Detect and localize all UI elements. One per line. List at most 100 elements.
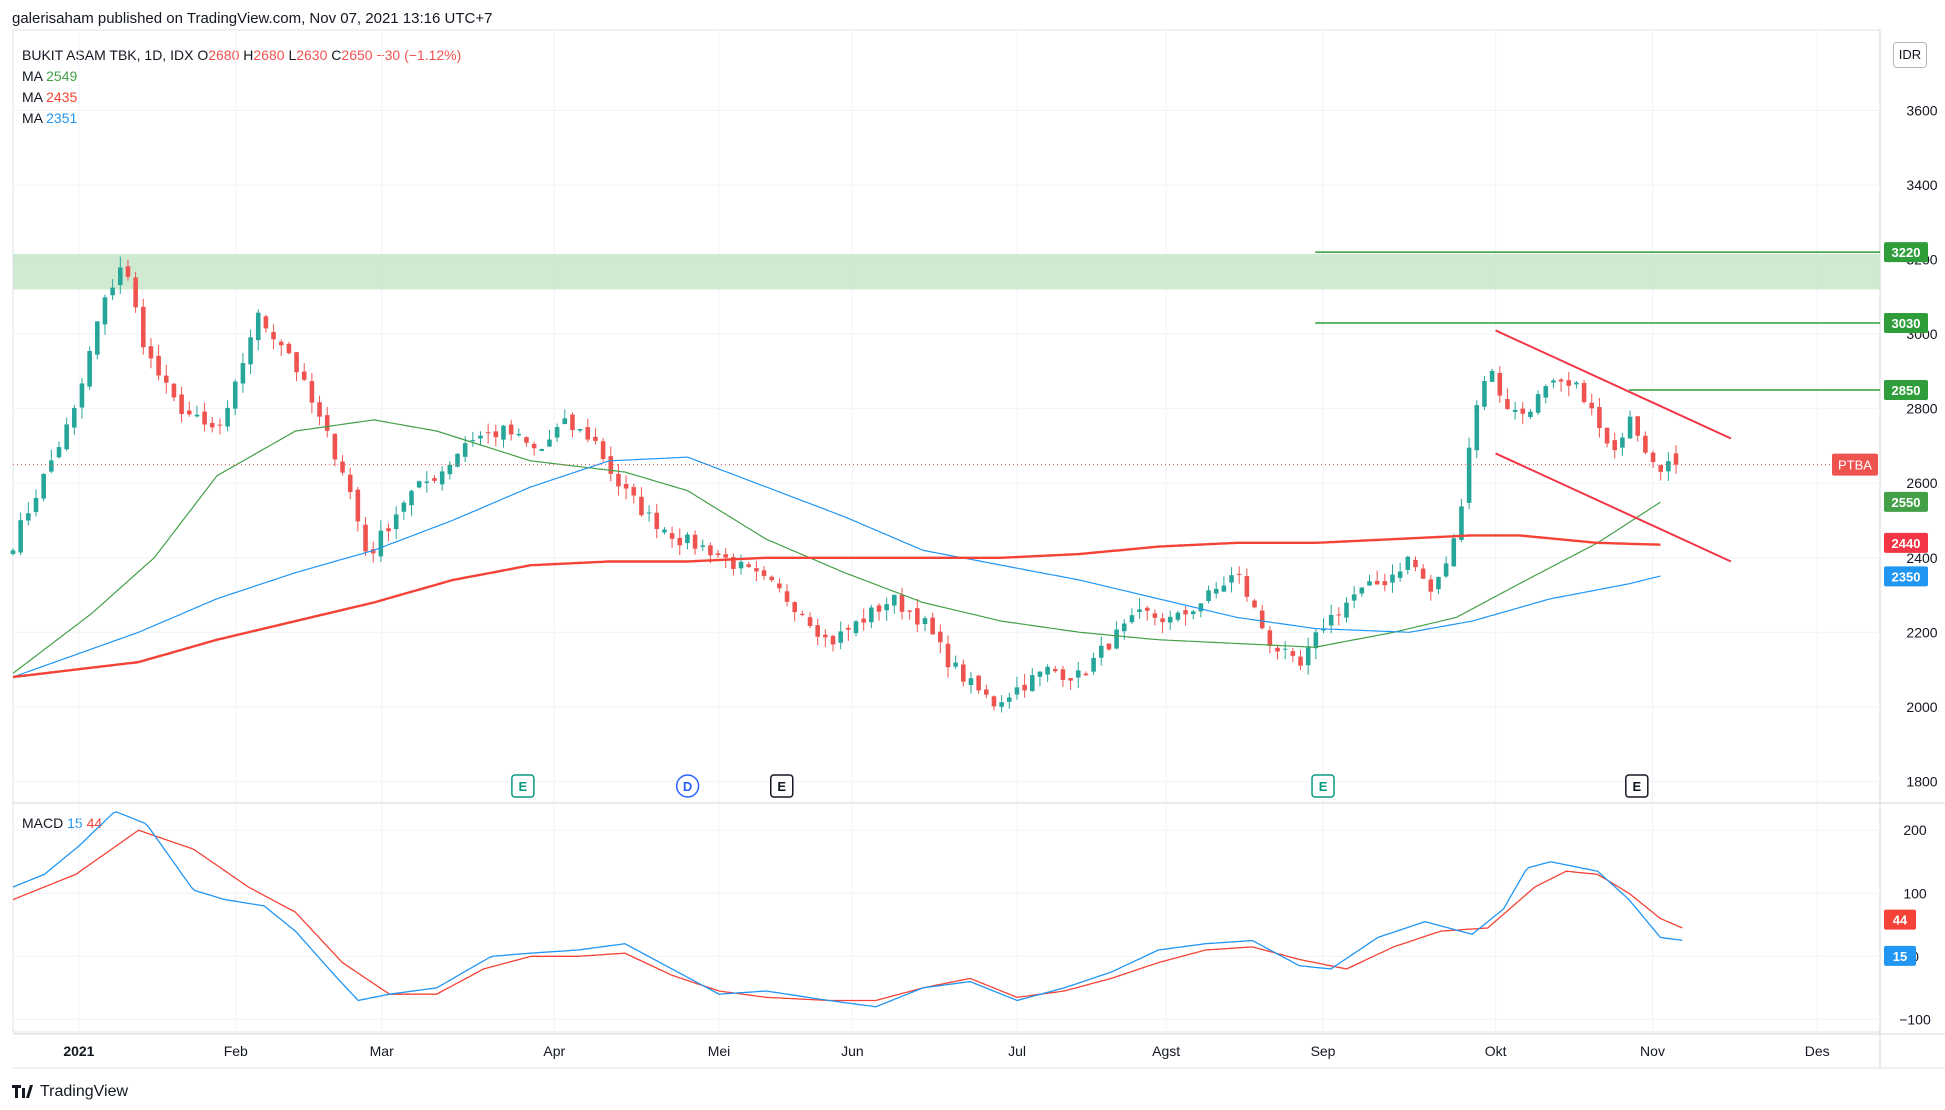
- candle-body: [10, 550, 16, 555]
- time-tick-label: Okt: [1485, 1043, 1507, 1059]
- candle-body: [439, 471, 445, 485]
- candle-body: [1666, 461, 1671, 472]
- candle-body: [1443, 563, 1449, 577]
- candle-body: [754, 568, 759, 572]
- channel-lower-line: [1495, 452, 1732, 563]
- candle-body: [830, 635, 836, 645]
- candle-body: [938, 631, 943, 643]
- price-chart[interactable]: 1800200022002400260028003000320034003600…: [0, 0, 1945, 1080]
- candle-body: [1275, 647, 1280, 652]
- event-marker-box: [1311, 774, 1335, 798]
- candle: [884, 597, 889, 621]
- ma-green-line: [12, 419, 1661, 674]
- candle-body: [838, 631, 843, 643]
- candle-body: [685, 534, 690, 544]
- close-value: 2650: [341, 47, 373, 63]
- candle: [1620, 432, 1625, 457]
- candle: [1267, 626, 1273, 654]
- candle-body: [271, 331, 276, 340]
- candle-body: [761, 570, 767, 576]
- plot-frame: [12, 29, 1881, 1033]
- candle-body: [807, 617, 813, 626]
- time-tick-label: Sep: [1311, 1043, 1336, 1059]
- candle: [1359, 587, 1365, 597]
- candle: [87, 346, 92, 391]
- candle-body: [202, 411, 207, 425]
- candle-body: [1160, 618, 1165, 623]
- time-tick-label: Agst: [1152, 1043, 1180, 1059]
- candle-body: [700, 545, 706, 547]
- price-tag-bg: [1884, 242, 1928, 263]
- price-tag-bg: [1884, 491, 1928, 512]
- candle: [72, 404, 77, 435]
- candle: [524, 436, 529, 447]
- candle-body: [1106, 643, 1112, 650]
- time-tick-label: Jun: [841, 1043, 864, 1059]
- candle-body: [1267, 630, 1273, 646]
- candle-body: [984, 689, 989, 695]
- candle-body: [1083, 673, 1089, 676]
- candle-body: [72, 407, 77, 428]
- candle-body: [401, 502, 407, 512]
- candle-body: [355, 489, 361, 522]
- candle-body: [991, 696, 997, 707]
- currency-button[interactable]: IDR: [1893, 42, 1927, 68]
- candle-body: [240, 363, 246, 384]
- tradingview-footer[interactable]: TradingView: [12, 1083, 128, 1101]
- candle-body: [715, 553, 721, 556]
- candle-body: [217, 424, 223, 426]
- candle-body: [248, 337, 253, 365]
- candle-body: [723, 554, 729, 558]
- candle: [1321, 618, 1326, 634]
- candle: [10, 548, 16, 556]
- candle-body: [148, 346, 154, 359]
- candle-body: [508, 424, 514, 435]
- candle-body: [493, 431, 499, 438]
- candle: [892, 594, 897, 614]
- candle-body: [1328, 614, 1334, 626]
- candle-body: [278, 341, 284, 346]
- candle-body: [133, 277, 138, 308]
- candle: [1635, 416, 1641, 442]
- candle: [447, 461, 453, 480]
- candle-body: [961, 664, 966, 682]
- candle-body: [1167, 616, 1173, 623]
- candle: [485, 423, 491, 444]
- candle: [232, 379, 238, 416]
- candle-body: [363, 524, 368, 552]
- candle-body: [378, 530, 384, 557]
- candle-body: [631, 487, 637, 496]
- price-tag-label: 3220: [1892, 245, 1921, 260]
- candle: [669, 526, 675, 548]
- candle: [999, 695, 1004, 713]
- event-marker: D: [675, 774, 700, 798]
- candle: [1543, 384, 1549, 404]
- candle: [1474, 400, 1480, 459]
- candle: [1198, 603, 1204, 618]
- candle-body: [1543, 386, 1549, 398]
- candle: [677, 528, 683, 556]
- time-tick-label: Des: [1805, 1043, 1830, 1059]
- candle: [49, 449, 54, 474]
- candle: [179, 386, 184, 423]
- candle-body: [968, 678, 974, 686]
- price-tag: 3220: [1884, 242, 1928, 263]
- candle: [1244, 568, 1250, 602]
- candle: [531, 441, 537, 456]
- candle-body: [1198, 603, 1204, 612]
- macd-tag-bg: [1884, 945, 1916, 966]
- candle-body: [654, 512, 660, 530]
- candle-body: [1068, 678, 1073, 681]
- candle-body: [447, 464, 453, 475]
- candle: [1574, 380, 1579, 389]
- candle-body: [163, 375, 169, 383]
- candle-body: [639, 496, 644, 516]
- price-tag-label: 2350: [1892, 569, 1921, 584]
- candle-body: [1206, 590, 1211, 601]
- candle-body: [769, 576, 775, 581]
- candle: [1420, 564, 1426, 579]
- candle: [1604, 427, 1610, 448]
- candle: [1650, 450, 1656, 469]
- candle: [1175, 610, 1181, 622]
- candle: [1213, 581, 1219, 599]
